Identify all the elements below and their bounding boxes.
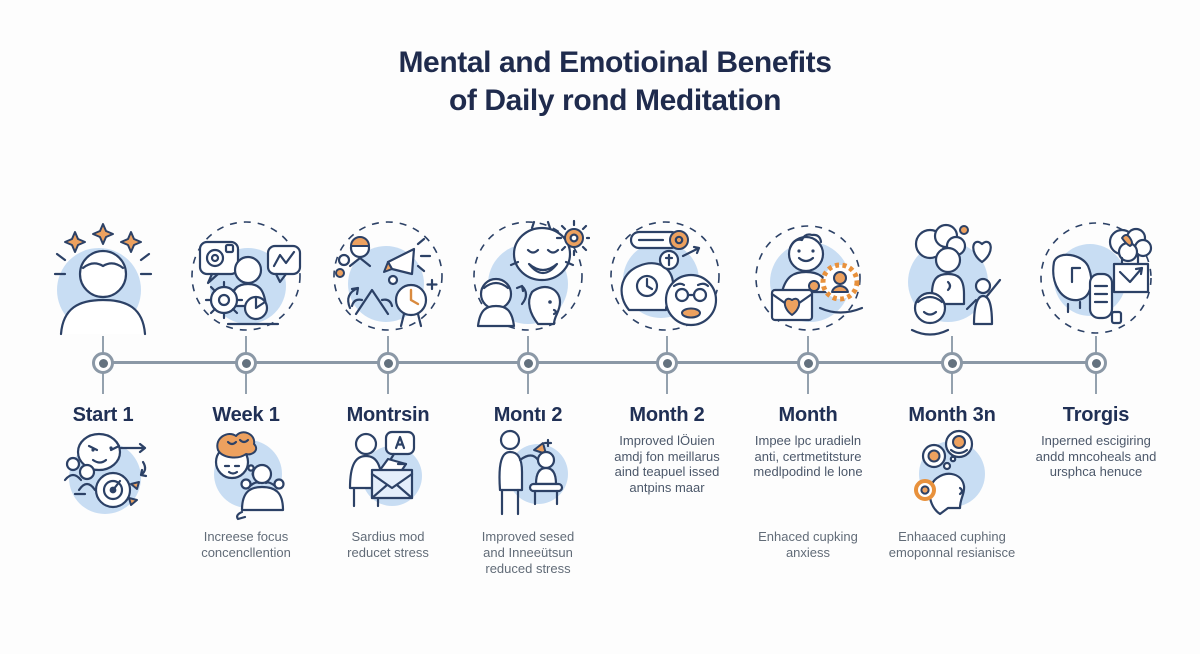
- timeline-node: [92, 352, 114, 374]
- milestone-caption: Improved sesed and Inneeütsun reduced st…: [481, 529, 575, 576]
- milestone-label: Montı 2: [493, 404, 563, 426]
- timeline-node: [797, 352, 819, 374]
- milestone-caption: Increese focus concencllention: [201, 529, 291, 560]
- timeline-node: [517, 352, 539, 374]
- gratitude-heart-icon: [755, 225, 864, 331]
- mind-clock-review-icon: [610, 221, 720, 331]
- milestone-caption: Enhaaced cuphing emoponnal resianisce: [888, 529, 1016, 560]
- person-with-stars-icon: [53, 223, 153, 336]
- milestone-label: Trorgis: [1062, 404, 1130, 426]
- meditation-analytics-icon: [191, 221, 302, 331]
- megaphone-people-icon: [333, 221, 443, 331]
- mindful-thoughts-icon: [914, 429, 985, 516]
- brain-device-icon: [1040, 222, 1153, 334]
- milestone-caption: Sardius mod reducet stress: [347, 529, 429, 560]
- milestone-description: Improved lÖuien amdj fon meillarus aind …: [614, 433, 720, 495]
- massage-icon: [498, 429, 568, 516]
- page-title-line2: of Daily rond Meditation: [448, 84, 782, 117]
- milestone-caption: Enhaced cupking anxiess: [758, 529, 858, 560]
- timeline-node: [235, 352, 257, 374]
- brain-meditation-icon: [214, 431, 285, 521]
- timeline-node: [656, 352, 678, 374]
- page-title-line1: Mental and Emotioinal Benefits: [398, 46, 832, 79]
- timeline-node: [377, 352, 399, 374]
- social-support-icon: [908, 223, 1002, 336]
- milestone-label: Week 1: [212, 404, 280, 426]
- timeline-line: [103, 361, 1096, 364]
- milestone-description: Inperned escigiring andd mncoheals and u…: [1035, 433, 1157, 479]
- milestone-label: Start 1: [72, 404, 134, 426]
- angry-face-target-icon: [63, 432, 148, 514]
- timeline-node: [1085, 352, 1107, 374]
- milestone-label: Montrsin: [346, 404, 430, 426]
- milestone-label: Month 2: [629, 404, 705, 426]
- timeline-node: [941, 352, 963, 374]
- milestone-label: Month 3n: [908, 404, 996, 426]
- milestone-label: Month: [778, 404, 838, 426]
- page-title: Mental and Emotioinal Benefits of Daily …: [0, 44, 1200, 120]
- milestone-description: Impee lpc uradieln anti, certmetitsture …: [753, 433, 863, 479]
- calm-face-gear-icon: [473, 219, 590, 331]
- message-envelope-icon: [348, 430, 422, 508]
